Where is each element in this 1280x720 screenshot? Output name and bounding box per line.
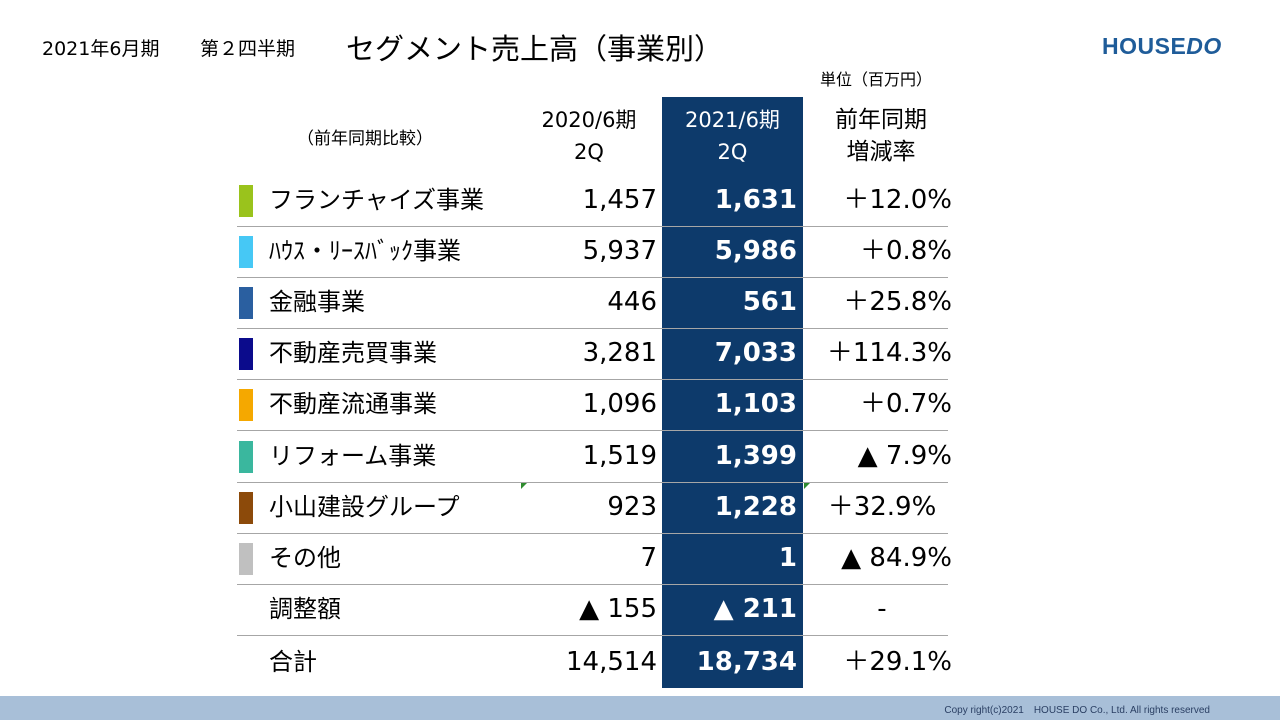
tick-mark [804,483,810,489]
table-row: 調整額 ▲ 155 ▲ 211 - [237,584,948,636]
segment-label: リフォーム事業 [269,442,437,470]
column-header-prev-line1: 2020/6期 [541,108,637,132]
rate-value: ＋114.3% [826,338,952,368]
tick-mark [521,483,527,489]
table-row: 不動産売買事業 3,281 7,033 ＋114.3% [237,328,952,380]
prev-value: 1,096 [582,389,657,419]
segment-label: 不動産売買事業 [269,339,437,367]
curr-value: 18,734 [696,647,797,677]
segment-color-marker [239,287,253,319]
prev-value: ▲ 155 [579,594,657,624]
rate-value: ▲ 84.9% [841,543,952,573]
segment-color-marker [239,543,253,575]
column-header-prev: 2020/6期 2Q [524,104,654,168]
curr-value: 1 [778,543,797,573]
curr-value: ▲ 211 [713,594,797,624]
logo-do-text: DO [1186,33,1222,59]
column-header-rate-line2: 増減率 [846,139,916,165]
curr-value: 7,033 [714,338,797,368]
curr-value: 561 [742,287,797,317]
segment-color-marker [239,236,253,268]
prev-value: 1,519 [582,441,657,471]
rate-value: ＋12.0% [843,185,952,215]
segment-label: 調整額 [269,595,341,623]
rate-value: ＋0.7% [859,389,952,419]
table-row: ﾊｳｽ・ﾘｰｽﾊﾞｯｸ事業 5,937 5,986 ＋0.8% [237,226,952,278]
prev-value: 1,457 [582,185,657,215]
prev-value: 14,514 [566,647,657,677]
column-header-curr-line1: 2021/6期 [685,108,780,132]
table-row: 金融事業 446 561 ＋25.8% [237,277,952,329]
table-row: リフォーム事業 1,519 1,399 ▲ 7.9% [237,431,952,483]
segment-label: フランチャイズ事業 [269,186,485,214]
table-row: 不動産流通事業 1,096 1,103 ＋0.7% [237,379,952,431]
rate-value: ▲ 7.9% [857,441,952,471]
table-row: その他 7 1 ▲ 84.9% [237,533,952,585]
segment-label: 小山建設グループ [269,493,460,521]
rate-value: ＋0.8% [859,236,952,266]
company-logo: HOUSEDO [1102,33,1222,60]
rate-value: ＋25.8% [843,287,952,317]
segment-color-marker [239,441,253,473]
column-header-prev-line2: 2Q [574,140,604,164]
curr-value: 1,399 [714,441,797,471]
footer-bar: Copy right(c)2021 HOUSE DO Co., Ltd. All… [0,696,1280,720]
segment-label: その他 [269,544,341,572]
segment-color-marker [239,492,253,524]
prev-value: 7 [640,543,657,573]
rate-value: - [877,594,887,624]
segment-color-marker [239,389,253,421]
rate-value: ＋32.9% [827,492,937,522]
current-period-column-highlight [662,97,803,688]
segment-color-marker [239,185,253,217]
prev-value: 446 [607,287,657,317]
header-quarter: 第２四半期 [200,38,296,60]
segment-label: ﾊｳｽ・ﾘｰｽﾊﾞｯｸ事業 [269,237,461,265]
table-row: 小山建設グループ 923 1,228 ＋32.9% [237,482,948,534]
curr-value: 1,631 [714,185,797,215]
curr-value: 1,103 [714,389,797,419]
column-header-rate-line1: 前年同期 [835,107,927,133]
unit-label: 単位（百万円） [820,70,933,89]
column-header-curr-line2: 2Q [717,140,748,164]
prev-value: 923 [607,492,657,522]
segment-label: 金融事業 [269,288,365,316]
logo-house-text: HOUSE [1102,33,1187,59]
segment-label: 合計 [269,648,317,676]
curr-value: 5,986 [714,236,797,266]
compare-note: （前年同期比較） [297,129,433,149]
prev-value: 5,937 [582,236,657,266]
table-row: 合計 14,514 18,734 ＋29.1% [237,637,952,688]
column-header-curr: 2021/6期 2Q [662,104,803,168]
page-title: セグメント売上高（事業別） [346,32,724,66]
rate-value: ＋29.1% [843,647,952,677]
copyright-text: Copy right(c)2021 HOUSE DO Co., Ltd. All… [944,705,1210,716]
segment-label: 不動産流通事業 [269,390,437,418]
curr-value: 1,228 [714,492,797,522]
table-row: フランチャイズ事業 1,457 1,631 ＋12.0% [237,175,952,227]
prev-value: 3,281 [582,338,657,368]
column-header-rate: 前年同期 増減率 [810,104,952,168]
header-period: 2021年6月期 [42,38,160,60]
segment-color-marker [239,338,253,370]
